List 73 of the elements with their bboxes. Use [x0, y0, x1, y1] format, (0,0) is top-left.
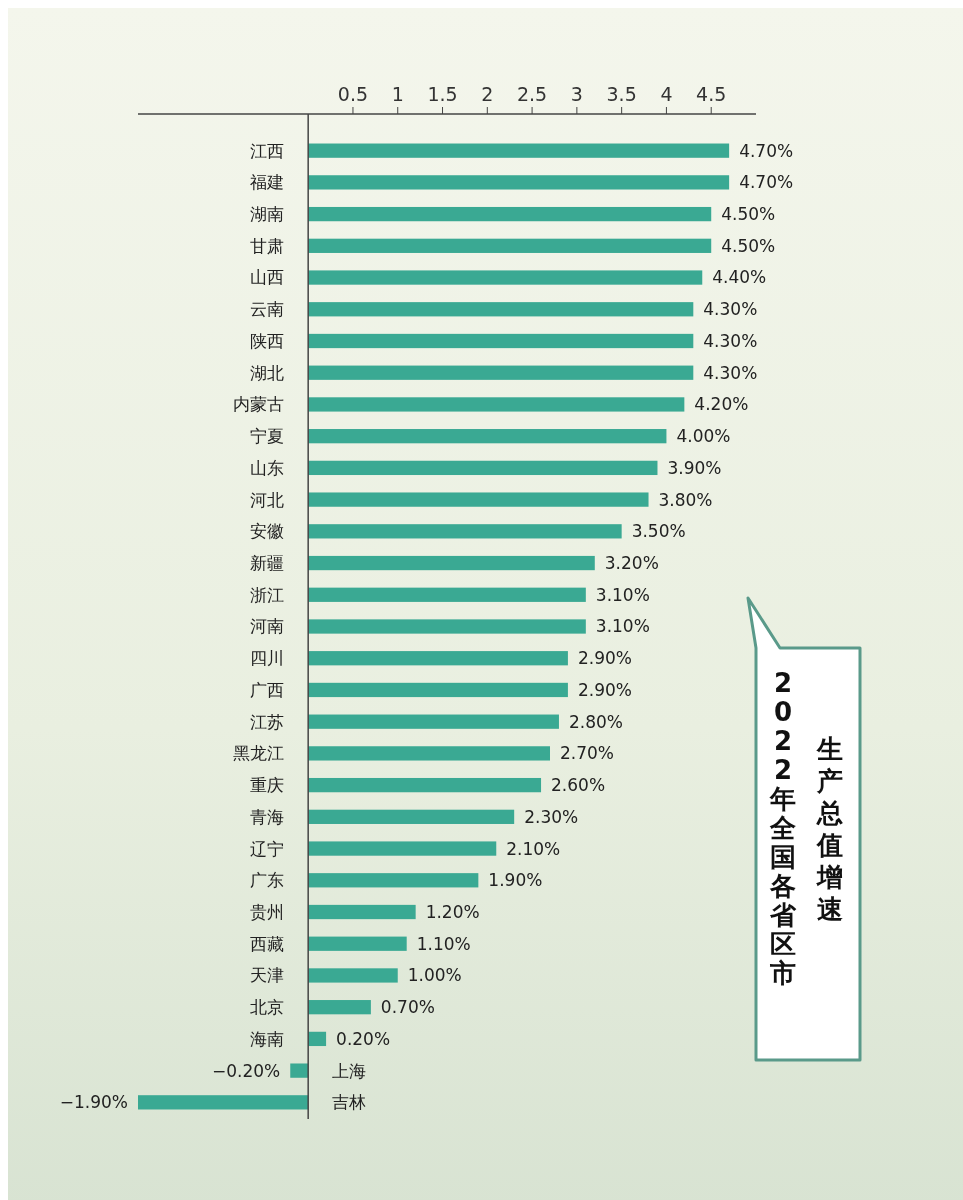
data-label: 0.20%: [336, 1028, 391, 1049]
data-label: 3.20%: [604, 553, 659, 573]
y-tick-label: 河北: [250, 489, 285, 510]
y-tick-label: 上海: [332, 1060, 367, 1081]
data-label: 4.70%: [739, 172, 794, 193]
y-tick-label: 青海: [250, 806, 285, 827]
data-label: 3.10%: [595, 616, 650, 637]
data-label: 4.50%: [721, 204, 776, 225]
data-label: −1.90%: [59, 1092, 128, 1113]
data-label: 4.00%: [676, 426, 731, 447]
x-tick-label: 4: [660, 83, 673, 105]
x-tick-label: 0.5: [337, 83, 369, 105]
text: 生产总值增速: [816, 734, 843, 924]
chart-title: 2022年全国各省区市: [770, 668, 796, 988]
data-label: 1.90%: [488, 870, 543, 891]
y-tick-label: 湖北: [250, 362, 285, 383]
x-tick-label: 3: [570, 83, 583, 105]
y-tick-label: 天津: [250, 965, 285, 986]
data-label: 3.10%: [595, 584, 650, 605]
data-label: 1.00%: [407, 965, 462, 986]
y-tick-label: 广东: [250, 870, 285, 891]
data-label: 3.90%: [667, 457, 722, 478]
y-tick-label: 辽宁: [250, 838, 285, 859]
data-label: 4.20%: [694, 394, 749, 415]
data-label: 2.90%: [577, 679, 632, 700]
data-label: 4.30%: [703, 299, 758, 320]
y-tick-label: 广西: [250, 679, 285, 700]
y-tick-label: 福建: [250, 172, 285, 193]
y-tick-label: 安徽: [250, 521, 285, 542]
x-tick-label: 1.5: [427, 83, 458, 105]
y-tick-label: 新疆: [250, 553, 285, 573]
x-tick-label: 2: [481, 83, 494, 105]
y-tick-label: 宁夏: [250, 426, 285, 447]
y-tick-label: 吉林: [332, 1092, 367, 1113]
data-label: 4.70%: [739, 140, 794, 161]
data-label: 4.30%: [703, 330, 758, 351]
y-tick-label: 陕西: [250, 330, 285, 351]
y-tick-label: 北京: [250, 997, 285, 1018]
data-label: 2.10%: [506, 838, 561, 859]
y-tick-label: 江西: [250, 140, 285, 161]
data-label: −0.20%: [212, 1060, 281, 1081]
x-tick-label: 2.5: [516, 83, 548, 105]
y-tick-label: 西藏: [250, 933, 285, 954]
data-label: 2.80%: [568, 711, 623, 732]
data-label: 4.40%: [712, 267, 767, 288]
data-label: 1.10%: [416, 933, 471, 954]
x-tick-label: 1: [391, 83, 404, 105]
y-tick-label: 江苏: [250, 711, 285, 732]
y-tick-label: 甘肃: [250, 235, 285, 256]
y-tick-label: 山东: [250, 457, 285, 478]
y-tick-label: 四川: [250, 648, 285, 669]
x-tick-label: 4.5: [696, 83, 727, 105]
y-tick-label: 内蒙古: [233, 394, 285, 415]
y-tick-label: 重庆: [250, 775, 285, 796]
data-label: 4.30%: [703, 362, 758, 383]
data-label: 3.50%: [631, 521, 686, 542]
data-label: 1.20%: [425, 901, 480, 922]
y-tick-label: 黑龙江: [233, 743, 285, 764]
y-tick-label: 云南: [250, 299, 285, 320]
y-tick-label: 浙江: [250, 584, 285, 605]
data-label: 2.70%: [560, 743, 615, 764]
x-tick-label: 3.5: [606, 83, 637, 105]
data-label: 0.70%: [380, 997, 435, 1018]
y-tick-label: 湖南: [250, 204, 285, 225]
data-label: 3.80%: [658, 489, 713, 510]
y-tick-label: 河南: [250, 616, 285, 637]
data-label: 2.90%: [577, 648, 632, 669]
data-label: 2.30%: [524, 806, 579, 827]
data-label: 4.50%: [721, 235, 776, 256]
y-tick-label: 贵州: [250, 901, 285, 922]
data-label: 2.60%: [551, 775, 606, 796]
y-tick-label: 山西: [250, 267, 285, 288]
y-tick-label: 海南: [250, 1028, 285, 1049]
